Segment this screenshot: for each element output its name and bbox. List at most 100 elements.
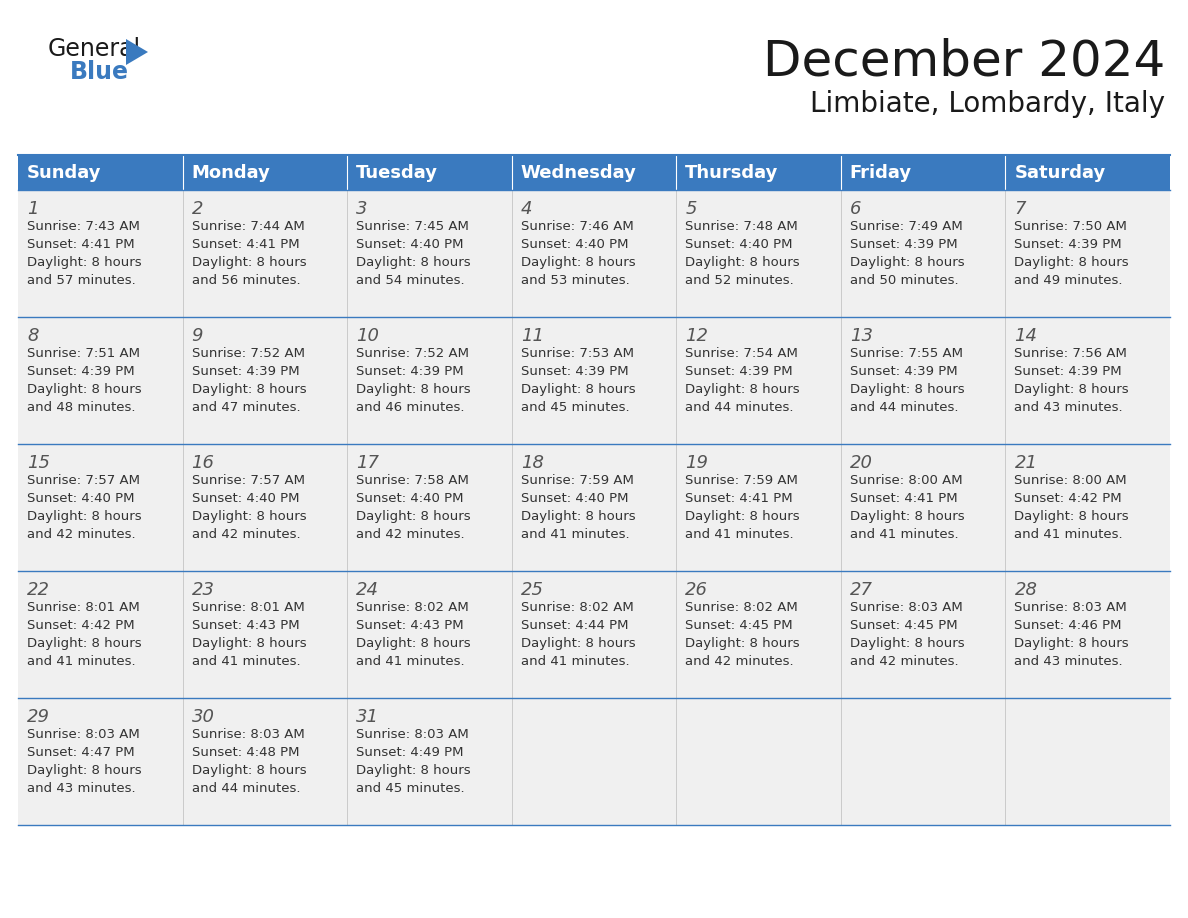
Text: Sunset: 4:46 PM: Sunset: 4:46 PM	[1015, 619, 1121, 632]
Text: 20: 20	[849, 454, 873, 472]
Bar	[18, 571, 1170, 698]
Text: 28: 28	[1015, 581, 1037, 599]
Text: and 57 minutes.: and 57 minutes.	[27, 274, 135, 287]
Text: 30: 30	[191, 708, 215, 726]
Text: Sunset: 4:42 PM: Sunset: 4:42 PM	[27, 619, 134, 632]
Text: Daylight: 8 hours: Daylight: 8 hours	[849, 637, 965, 650]
Text: and 42 minutes.: and 42 minutes.	[685, 655, 794, 668]
Text: Sunrise: 8:02 AM: Sunrise: 8:02 AM	[356, 601, 469, 614]
Text: Daylight: 8 hours: Daylight: 8 hours	[1015, 637, 1129, 650]
Text: Daylight: 8 hours: Daylight: 8 hours	[356, 637, 470, 650]
Text: Daylight: 8 hours: Daylight: 8 hours	[1015, 256, 1129, 269]
Text: Sunset: 4:42 PM: Sunset: 4:42 PM	[1015, 492, 1121, 505]
Text: 7: 7	[1015, 200, 1026, 218]
Text: Sunset: 4:39 PM: Sunset: 4:39 PM	[1015, 238, 1121, 251]
Text: 10: 10	[356, 327, 379, 345]
Text: 24: 24	[356, 581, 379, 599]
Bar	[18, 155, 183, 190]
Text: Daylight: 8 hours: Daylight: 8 hours	[685, 256, 800, 269]
Text: Limbiate, Lombardy, Italy: Limbiate, Lombardy, Italy	[810, 90, 1165, 118]
Text: 11: 11	[520, 327, 544, 345]
Text: Sunrise: 7:54 AM: Sunrise: 7:54 AM	[685, 347, 798, 360]
Text: Daylight: 8 hours: Daylight: 8 hours	[1015, 383, 1129, 396]
Text: Daylight: 8 hours: Daylight: 8 hours	[27, 637, 141, 650]
Text: 18: 18	[520, 454, 544, 472]
Text: 17: 17	[356, 454, 379, 472]
Text: Daylight: 8 hours: Daylight: 8 hours	[685, 637, 800, 650]
Text: Daylight: 8 hours: Daylight: 8 hours	[520, 383, 636, 396]
Text: and 45 minutes.: and 45 minutes.	[356, 782, 465, 795]
Text: Sunrise: 7:58 AM: Sunrise: 7:58 AM	[356, 474, 469, 487]
Text: and 44 minutes.: and 44 minutes.	[849, 401, 959, 414]
Text: Daylight: 8 hours: Daylight: 8 hours	[191, 383, 307, 396]
Text: Sunset: 4:41 PM: Sunset: 4:41 PM	[685, 492, 792, 505]
Text: Sunrise: 8:00 AM: Sunrise: 8:00 AM	[1015, 474, 1127, 487]
Text: Sunrise: 8:01 AM: Sunrise: 8:01 AM	[191, 601, 304, 614]
Bar	[18, 190, 1170, 317]
Bar	[183, 155, 347, 190]
Text: 6: 6	[849, 200, 861, 218]
Text: Daylight: 8 hours: Daylight: 8 hours	[520, 510, 636, 523]
Text: Daylight: 8 hours: Daylight: 8 hours	[520, 256, 636, 269]
Text: Sunrise: 8:02 AM: Sunrise: 8:02 AM	[520, 601, 633, 614]
Text: 26: 26	[685, 581, 708, 599]
Text: Sunset: 4:40 PM: Sunset: 4:40 PM	[520, 492, 628, 505]
Text: and 41 minutes.: and 41 minutes.	[27, 655, 135, 668]
Text: and 42 minutes.: and 42 minutes.	[191, 528, 301, 541]
Text: 14: 14	[1015, 327, 1037, 345]
Text: Sunset: 4:43 PM: Sunset: 4:43 PM	[356, 619, 463, 632]
Text: and 43 minutes.: and 43 minutes.	[27, 782, 135, 795]
Text: Sunset: 4:45 PM: Sunset: 4:45 PM	[685, 619, 792, 632]
Text: 29: 29	[27, 708, 50, 726]
Text: 27: 27	[849, 581, 873, 599]
Text: and 56 minutes.: and 56 minutes.	[191, 274, 301, 287]
Text: General: General	[48, 37, 141, 61]
Bar	[841, 155, 1005, 190]
Text: Sunrise: 7:59 AM: Sunrise: 7:59 AM	[520, 474, 633, 487]
Text: 1: 1	[27, 200, 38, 218]
Text: 9: 9	[191, 327, 203, 345]
Text: Sunset: 4:43 PM: Sunset: 4:43 PM	[191, 619, 299, 632]
Text: Sunset: 4:39 PM: Sunset: 4:39 PM	[849, 365, 958, 378]
Text: Sunset: 4:39 PM: Sunset: 4:39 PM	[27, 365, 134, 378]
Text: 8: 8	[27, 327, 38, 345]
Text: and 49 minutes.: and 49 minutes.	[1015, 274, 1123, 287]
Text: and 42 minutes.: and 42 minutes.	[849, 655, 959, 668]
Text: Sunday: Sunday	[27, 163, 101, 182]
Text: 19: 19	[685, 454, 708, 472]
Text: and 41 minutes.: and 41 minutes.	[520, 655, 630, 668]
Text: Monday: Monday	[191, 163, 271, 182]
Text: Daylight: 8 hours: Daylight: 8 hours	[849, 256, 965, 269]
Text: and 41 minutes.: and 41 minutes.	[849, 528, 959, 541]
Text: and 50 minutes.: and 50 minutes.	[849, 274, 959, 287]
Text: Sunrise: 8:03 AM: Sunrise: 8:03 AM	[849, 601, 962, 614]
Text: and 41 minutes.: and 41 minutes.	[1015, 528, 1123, 541]
Text: 2: 2	[191, 200, 203, 218]
Bar	[18, 317, 1170, 444]
Text: 23: 23	[191, 581, 215, 599]
Text: Daylight: 8 hours: Daylight: 8 hours	[27, 510, 141, 523]
Text: 21: 21	[1015, 454, 1037, 472]
Text: Sunrise: 7:44 AM: Sunrise: 7:44 AM	[191, 220, 304, 233]
Bar	[18, 444, 1170, 571]
Text: and 41 minutes.: and 41 minutes.	[520, 528, 630, 541]
Text: Friday: Friday	[849, 163, 912, 182]
Text: and 52 minutes.: and 52 minutes.	[685, 274, 794, 287]
Text: Sunrise: 7:51 AM: Sunrise: 7:51 AM	[27, 347, 140, 360]
Text: Sunset: 4:41 PM: Sunset: 4:41 PM	[27, 238, 134, 251]
Text: Sunrise: 7:48 AM: Sunrise: 7:48 AM	[685, 220, 798, 233]
Text: Sunrise: 8:01 AM: Sunrise: 8:01 AM	[27, 601, 140, 614]
Text: Daylight: 8 hours: Daylight: 8 hours	[1015, 510, 1129, 523]
Bar	[1005, 155, 1170, 190]
Text: Wednesday: Wednesday	[520, 163, 637, 182]
Text: Daylight: 8 hours: Daylight: 8 hours	[191, 256, 307, 269]
Text: Sunrise: 8:03 AM: Sunrise: 8:03 AM	[1015, 601, 1127, 614]
Text: Sunrise: 7:55 AM: Sunrise: 7:55 AM	[849, 347, 962, 360]
Text: and 42 minutes.: and 42 minutes.	[356, 528, 465, 541]
Text: and 44 minutes.: and 44 minutes.	[191, 782, 301, 795]
Text: Sunrise: 7:52 AM: Sunrise: 7:52 AM	[191, 347, 304, 360]
Text: Daylight: 8 hours: Daylight: 8 hours	[27, 764, 141, 777]
Polygon shape	[126, 39, 148, 65]
Text: 25: 25	[520, 581, 544, 599]
Text: Sunrise: 8:03 AM: Sunrise: 8:03 AM	[27, 728, 140, 741]
